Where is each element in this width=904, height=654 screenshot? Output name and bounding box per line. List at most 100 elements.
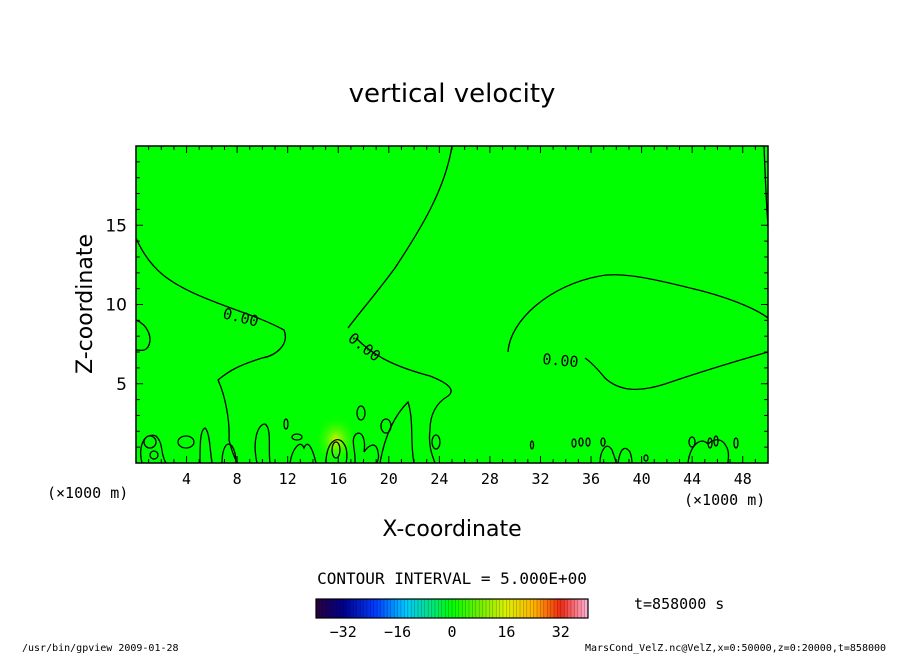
- colorbar-cell: [577, 599, 582, 618]
- plot-area: [136, 146, 768, 463]
- x-axis-title: X-coordinate: [382, 517, 521, 542]
- colorbar-cell: [367, 599, 371, 618]
- colorbar-cell: [581, 599, 585, 618]
- colorbar: [315, 599, 589, 618]
- colorbar-tick-label: −16: [384, 623, 411, 641]
- colorbar-cell: [329, 599, 334, 618]
- colorbar-cell: [543, 599, 548, 618]
- x-tick-label: 8: [233, 470, 242, 488]
- colorbar-cell: [509, 599, 514, 618]
- x-tick-label: 48: [734, 470, 752, 488]
- colorbar-cell: [547, 599, 551, 618]
- colorbar-cell: [469, 599, 473, 618]
- colorbar-cell: [445, 599, 449, 618]
- footer-left: /usr/bin/gpview 2009-01-28: [22, 643, 179, 654]
- contour-label: 0.00: [542, 350, 580, 371]
- colorbar-cell: [537, 599, 541, 618]
- colorbar-cell: [550, 599, 555, 618]
- y-axis-title: Z-coordinate: [73, 234, 98, 374]
- colorbar-cell: [567, 599, 572, 618]
- colorbar-cell: [499, 599, 504, 618]
- x-unit-left: (×1000 m): [47, 484, 128, 502]
- colorbar-cell: [560, 599, 565, 618]
- colorbar-cell: [526, 599, 531, 618]
- colorbar-cell: [377, 599, 381, 618]
- colorbar-cell: [503, 599, 507, 618]
- colorbar-cell: [390, 599, 395, 618]
- colorbar-cell: [387, 599, 392, 618]
- colorbar-cell: [363, 599, 368, 618]
- colorbar-cell: [407, 599, 412, 618]
- colorbar-cell: [346, 599, 351, 618]
- colorbar-cell: [540, 599, 545, 618]
- x-tick-label: 4: [182, 470, 191, 488]
- colorbar-cell: [472, 599, 477, 618]
- colorbar-cell: [319, 599, 324, 618]
- contour-interval-label: CONTOUR INTERVAL = 5.000E+00: [317, 569, 587, 588]
- x-tick-label: 24: [430, 470, 448, 488]
- colorbar-cell: [441, 599, 446, 618]
- colorbar-cell: [316, 599, 320, 618]
- colorbar-cell: [479, 599, 483, 618]
- colorbar-cell: [380, 599, 385, 618]
- colorbar-cell: [462, 599, 466, 618]
- colorbar-cell: [404, 599, 409, 618]
- colorbar-cell: [448, 599, 453, 618]
- colorbar-cell: [465, 599, 470, 618]
- colorbar-cell: [384, 599, 388, 618]
- colorbar-cell: [414, 599, 419, 618]
- y-tick-label: 15: [105, 216, 127, 236]
- colorbar-cell: [571, 599, 575, 618]
- colorbar-cell: [492, 599, 497, 618]
- colorbar-tick-label: 0: [447, 623, 456, 641]
- contour-right: [507, 274, 769, 391]
- y-tick-label: 10: [105, 296, 127, 316]
- colorbar-cell: [322, 599, 327, 618]
- colorbar-cell: [584, 599, 589, 618]
- colorbar-cell: [455, 599, 460, 618]
- x-tick-label: 32: [531, 470, 549, 488]
- colorbar-cell: [574, 599, 579, 618]
- colorbar-cell: [530, 599, 534, 618]
- colorbar-frame: [315, 598, 589, 619]
- colorbar-cell: [489, 599, 494, 618]
- colorbar-cell: [554, 599, 558, 618]
- zero-contours: [135, 145, 769, 464]
- x-tick-label: 28: [481, 470, 499, 488]
- contour-center: [347, 145, 453, 464]
- colorbar-cell: [356, 599, 361, 618]
- colorbar-tick-label: −32: [330, 623, 357, 641]
- colorbar-cell: [353, 599, 358, 618]
- colorbar-cell: [336, 599, 341, 618]
- colorbar-cell: [343, 599, 347, 618]
- colorbar-cell: [523, 599, 528, 618]
- contour-left: [135, 237, 286, 464]
- colorbar-cell: [370, 599, 375, 618]
- colorbar-cell: [513, 599, 517, 618]
- colorbar-cell: [339, 599, 344, 618]
- colorbar-tick-label: 32: [552, 623, 570, 641]
- colorbar-cell: [496, 599, 500, 618]
- contour-left-bulge: [135, 319, 151, 352]
- colorbar-cell: [506, 599, 511, 618]
- colorbar-tick-label: 16: [497, 623, 515, 641]
- x-tick-label: 16: [329, 470, 347, 488]
- colorbar-cell: [482, 599, 487, 618]
- x-tick-label: 20: [380, 470, 398, 488]
- colorbar-cell: [421, 599, 426, 618]
- y-tick-label: 5: [116, 375, 127, 395]
- x-tick-label: 44: [683, 470, 701, 488]
- colorbar-cell: [373, 599, 378, 618]
- colorbar-cell: [397, 599, 402, 618]
- colorbar-cell: [486, 599, 490, 618]
- footer-right: MarsCond_VelZ.nc@VelZ,x=0:50000,z=0:2000…: [585, 643, 886, 654]
- x-tick-label: 12: [279, 470, 297, 488]
- colorbar-cell: [475, 599, 480, 618]
- colorbar-cell: [557, 599, 562, 618]
- time-label: t=858000 s: [634, 595, 724, 613]
- colorbar-cell: [458, 599, 463, 618]
- colorbar-cell: [533, 599, 538, 618]
- colorbar-cell: [326, 599, 330, 618]
- colorbar-cell: [411, 599, 415, 618]
